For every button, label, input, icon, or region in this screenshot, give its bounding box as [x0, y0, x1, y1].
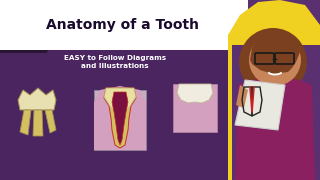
FancyBboxPatch shape [0, 0, 248, 50]
Bar [232, 45, 320, 180]
Circle shape [249, 34, 301, 86]
Text: EASY to Follow Diagrams
and Illustrations: EASY to Follow Diagrams and Illustration… [64, 55, 166, 69]
Polygon shape [235, 80, 285, 130]
Polygon shape [104, 88, 136, 110]
Bar [173, 84, 217, 132]
Polygon shape [250, 31, 300, 74]
Circle shape [239, 28, 307, 96]
Polygon shape [112, 92, 128, 145]
Polygon shape [236, 85, 248, 108]
FancyBboxPatch shape [0, 29, 48, 53]
Text: Anatomy of a Tooth: Anatomy of a Tooth [45, 18, 198, 32]
Polygon shape [18, 88, 56, 110]
Polygon shape [45, 110, 56, 133]
Polygon shape [228, 0, 320, 180]
Polygon shape [177, 84, 213, 103]
Polygon shape [33, 110, 43, 136]
Polygon shape [235, 77, 315, 180]
Polygon shape [94, 86, 146, 150]
Polygon shape [20, 110, 31, 135]
Bar [94, 90, 146, 150]
Bar [0, 0, 230, 180]
Polygon shape [104, 88, 136, 148]
